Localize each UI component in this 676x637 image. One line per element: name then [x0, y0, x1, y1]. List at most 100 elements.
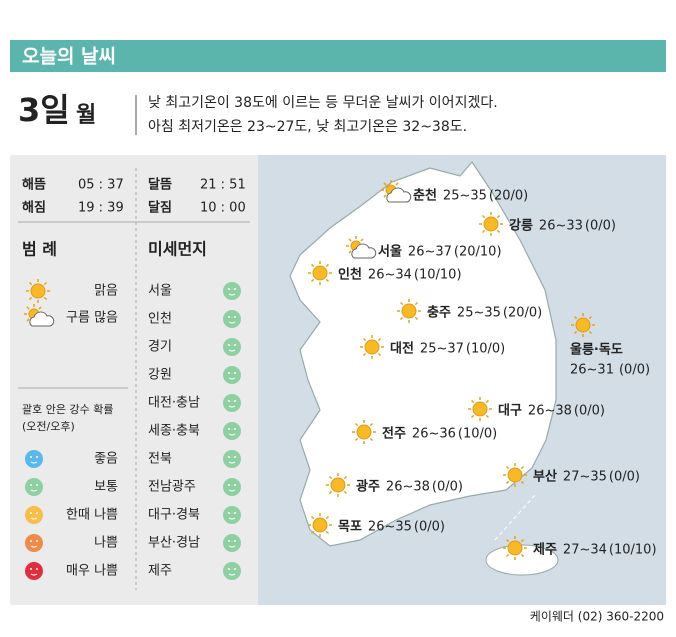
sun-ray	[43, 281, 48, 286]
sun-ray	[325, 278, 330, 283]
city-temp: 26~31	[570, 363, 614, 378]
face	[25, 506, 43, 524]
sun-ray	[505, 538, 510, 543]
sun-ray	[505, 480, 510, 485]
city-rain: (20/0)	[489, 189, 528, 204]
sun-ray	[28, 296, 33, 301]
sun	[312, 265, 328, 281]
face-eye	[228, 372, 230, 374]
date-day: 3일	[18, 91, 70, 129]
time-value: 10 : 00	[200, 201, 246, 216]
sun-ray	[505, 553, 510, 558]
jeju-island	[485, 544, 559, 576]
sun-ray	[328, 490, 333, 495]
city-temp: 26~36	[412, 427, 456, 442]
time-value: 05 : 37	[78, 178, 124, 193]
face	[223, 450, 241, 468]
level-label: 보통	[94, 480, 118, 495]
face-eye	[234, 344, 236, 346]
sun-ray	[470, 399, 475, 404]
sun-ray	[26, 306, 30, 310]
sun-ray	[383, 194, 387, 198]
face-eye	[234, 484, 236, 486]
time-label: 달뜸	[148, 178, 172, 193]
face-eye	[36, 484, 38, 486]
city-name: 대구	[498, 404, 522, 419]
face-eye	[228, 456, 230, 458]
dust-region: 서울	[148, 284, 172, 299]
city-temp: 25~37	[420, 342, 464, 357]
dust-region: 전남광주	[148, 480, 196, 495]
legend-note: (오전/오후)	[22, 420, 75, 433]
city-rain: (10/0)	[458, 427, 497, 442]
dust-region: 대구·경북	[148, 508, 200, 523]
sun	[472, 401, 488, 417]
dust-region: 인천	[148, 312, 172, 327]
sun	[507, 540, 523, 556]
sun-ray	[354, 437, 359, 442]
sun-ray	[573, 330, 578, 335]
sun-ray	[377, 337, 382, 342]
city-temp: 26~34	[368, 268, 412, 283]
face-eye	[234, 400, 236, 402]
city-name: 인천	[338, 267, 362, 283]
sun	[356, 424, 372, 440]
city-name: 부산	[533, 469, 557, 485]
face-eye	[36, 568, 38, 570]
city-temp: 26~35	[368, 520, 412, 535]
sun	[364, 339, 380, 355]
face-eye	[30, 456, 32, 458]
header-title: 오늘의 날씨	[22, 46, 116, 68]
sun-ray	[395, 182, 399, 186]
sun-ray	[369, 437, 374, 442]
legend-label: 구름 많음	[66, 311, 118, 326]
sun-ray	[485, 399, 490, 404]
sun-ray	[588, 330, 593, 335]
sun-ray	[328, 475, 333, 480]
footer: 케이웨더 (02) 360-2200	[530, 610, 664, 624]
city-rain: (0/0)	[609, 470, 640, 485]
sun-ray	[310, 278, 315, 283]
sun-ray	[348, 238, 352, 242]
face	[223, 338, 241, 356]
legend-label: 맑음	[94, 284, 118, 299]
sun-ray	[588, 315, 593, 320]
city-rain: (0/0)	[619, 363, 650, 378]
sun-ray	[325, 530, 330, 535]
face-eye	[234, 428, 236, 430]
city-name: 전주	[382, 426, 406, 442]
cloud	[351, 243, 377, 259]
sun	[507, 467, 523, 483]
face-eye	[234, 316, 236, 318]
level-label: 나쁨	[94, 536, 118, 551]
sun-ray	[43, 296, 48, 301]
date-weekday: 월	[76, 103, 96, 128]
face-eye	[30, 568, 32, 570]
sun-ray	[348, 250, 352, 254]
face	[25, 534, 43, 552]
dust-title: 미세먼지	[148, 240, 207, 259]
legend-title: 범 례	[22, 240, 57, 259]
face-eye	[36, 540, 38, 542]
face-eye	[228, 512, 230, 514]
sun-ray	[520, 538, 525, 543]
dust-region: 대전·충남	[148, 396, 200, 411]
sun-ray	[362, 352, 367, 357]
city-rain: (20/10)	[454, 245, 502, 260]
face	[223, 506, 241, 524]
sun-ray	[360, 238, 364, 242]
city-name: 울릉·독도	[570, 342, 623, 358]
face-eye	[234, 456, 236, 458]
face-eye	[228, 484, 230, 486]
cloud	[29, 311, 55, 327]
time-label: 달짐	[148, 201, 172, 216]
time-value: 19 : 39	[78, 201, 124, 216]
sun-ray	[414, 316, 419, 321]
face-eye	[228, 428, 230, 430]
level-label: 좋음	[94, 452, 118, 467]
face-eye	[234, 288, 236, 290]
dust-region: 부산·경남	[148, 536, 200, 551]
face	[223, 422, 241, 440]
face-eye	[228, 540, 230, 542]
dust-region: 제주	[148, 564, 172, 579]
